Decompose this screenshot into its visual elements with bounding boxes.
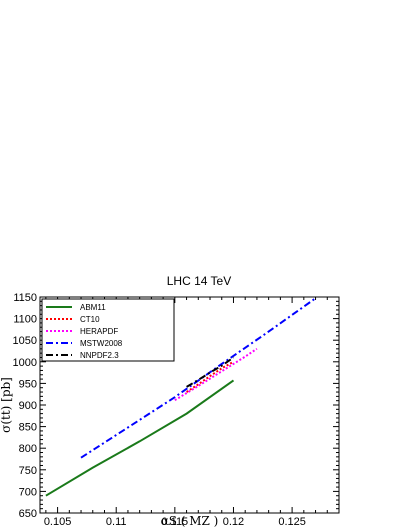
y-tick-label: 1000 xyxy=(13,357,37,369)
legend-label: NNPDF2.3 xyxy=(80,351,119,360)
y-tick-label: 900 xyxy=(19,400,37,412)
y-tick-label: 1100 xyxy=(13,314,37,326)
y-tick-label: 950 xyxy=(19,378,37,390)
x-tick-label: 0.125 xyxy=(278,516,306,527)
legend-label: CT10 xyxy=(80,315,100,324)
y-tick-label: 850 xyxy=(19,422,37,434)
y-tick-label: 650 xyxy=(19,508,37,520)
y-tick-label: 800 xyxy=(19,443,37,455)
y-tick-label: 700 xyxy=(19,486,37,498)
chart-title: LHC 14 TeV xyxy=(167,274,231,288)
legend-label: HERAPDF xyxy=(80,327,118,336)
y-tick-label: 750 xyxy=(19,465,37,477)
series-layer xyxy=(45,297,317,497)
x-tick-label: 0.12 xyxy=(223,516,244,527)
series-line-nnpdf2-3 xyxy=(186,356,235,388)
legend-label: MSTW2008 xyxy=(80,339,123,348)
series-line-ct10 xyxy=(186,360,234,393)
x-tick-label: 0.105 xyxy=(44,516,72,527)
x-tick-label: 0.115 xyxy=(161,516,188,527)
y-axis-label: σ(tt) [pb] xyxy=(0,377,13,433)
y-tick-label: 1050 xyxy=(13,335,37,347)
legend: ABM11 CT10 HERAPDF MSTW2008 NNPDF2.3 xyxy=(41,298,175,362)
x-axis-label: αS ( MZ ) xyxy=(161,514,219,527)
series-line-mstw2008 xyxy=(80,297,317,459)
y-tick-label: 1150 xyxy=(13,292,37,304)
axis-ticks: 650 700 750 800 850 900 950 1000 1050 1100 1150 0.1… xyxy=(13,292,340,527)
x-tick-label: 0.11 xyxy=(106,516,127,527)
legend-label: ABM11 xyxy=(80,303,106,312)
series-line-abm11 xyxy=(45,379,235,497)
